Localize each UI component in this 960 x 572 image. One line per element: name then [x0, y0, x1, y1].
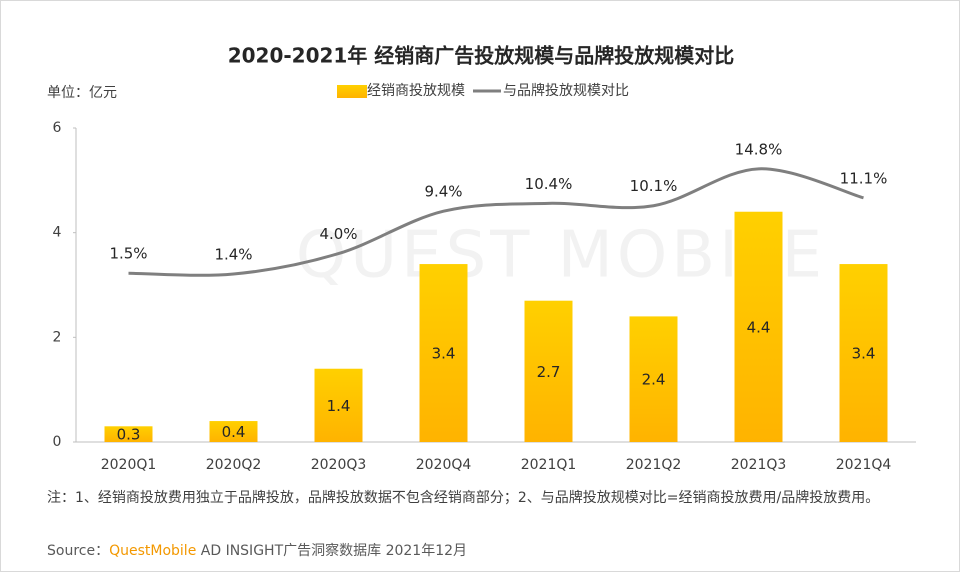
bar-value-label: 3.4	[432, 345, 456, 363]
bar-value-label: 1.4	[327, 397, 351, 415]
x-tick-label: 2020Q2	[206, 457, 262, 473]
x-tick-label: 2021Q3	[731, 457, 787, 473]
x-tick-label: 2021Q2	[626, 457, 682, 473]
bar	[524, 300, 573, 442]
source-brand: QuestMobile	[109, 543, 197, 559]
source-prefix: Source：	[47, 543, 110, 559]
x-tick-label: 2020Q4	[416, 457, 472, 473]
source: Source：QuestMobile AD INSIGHT广告洞察数据库 202…	[47, 540, 467, 560]
bar-value-label: 3.4	[852, 345, 876, 363]
line-value-label: 11.1%	[840, 169, 888, 187]
line-value-label: 10.4%	[525, 175, 573, 193]
y-tick-label: 2	[53, 329, 62, 345]
source-rest: AD INSIGHT广告洞察数据库 2021年12月	[196, 543, 468, 559]
line	[128, 167, 864, 277]
line-value-label: 14.8%	[735, 140, 783, 158]
line-value-label: 4.0%	[319, 225, 357, 243]
chart-title: 2020-2021年 经销商广告投放规模与品牌投放规模对比	[228, 44, 735, 68]
line-value-label: 1.4%	[214, 246, 252, 264]
bar-value-label: 2.7	[537, 363, 561, 381]
y-tick-label: 0	[53, 434, 62, 450]
bar-value-label: 0.3	[117, 426, 141, 444]
bar	[209, 421, 258, 442]
watermark: QUEST MOBILE	[296, 219, 826, 293]
y-tick-label: 4	[53, 225, 62, 241]
legend-swatch	[337, 85, 367, 98]
line-value-label: 9.4%	[424, 183, 462, 201]
x-tick-label: 2020Q1	[101, 457, 157, 473]
bar-value-label: 4.4	[747, 318, 771, 336]
bar-value-label: 0.4	[222, 423, 246, 441]
bar	[314, 368, 363, 442]
line-value-label: 1.5%	[109, 245, 147, 263]
line-value-label: 10.1%	[630, 177, 678, 195]
note: 注：1、经销商投放费用独立于品牌投放，品牌投放数据不包含经销商部分；2、与品牌投…	[47, 490, 880, 506]
bar	[419, 264, 468, 442]
bar	[734, 211, 783, 442]
bar-value-label: 2.4	[642, 371, 666, 389]
y-tick-label: 6	[53, 120, 62, 136]
unit-label: 单位：亿元	[47, 85, 117, 101]
bar	[839, 264, 888, 442]
bar	[104, 426, 153, 442]
x-tick-label: 2021Q1	[521, 457, 577, 473]
legend-label: 与品牌投放规模对比	[503, 82, 629, 99]
legend-label: 经销商投放规模	[367, 83, 465, 99]
bar	[629, 316, 678, 442]
x-tick-label: 2020Q3	[311, 457, 367, 473]
x-tick-label: 2021Q4	[836, 457, 892, 473]
